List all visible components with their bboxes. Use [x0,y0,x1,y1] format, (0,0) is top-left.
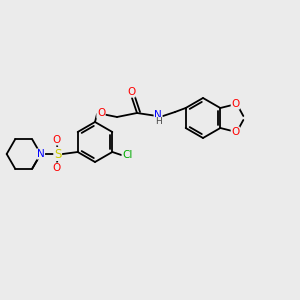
Text: O: O [231,127,239,137]
Text: O: O [52,163,61,173]
Text: N: N [154,110,162,120]
Text: O: O [127,87,135,97]
Text: Cl: Cl [122,150,133,160]
Text: H: H [154,118,161,127]
Text: O: O [231,99,239,109]
Text: O: O [52,135,61,145]
Text: S: S [54,148,62,160]
Text: N: N [37,149,45,159]
Text: O: O [97,108,105,118]
